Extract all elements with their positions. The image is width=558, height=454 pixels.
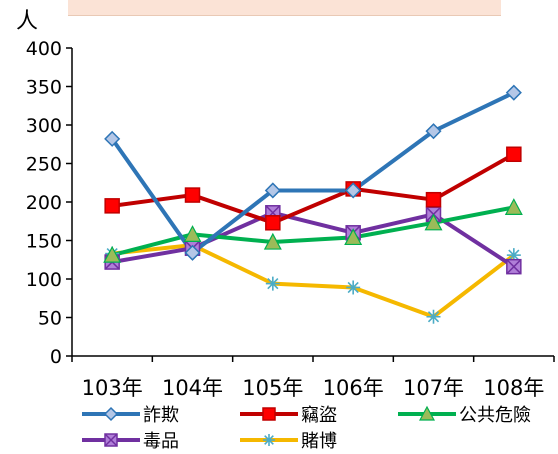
data-point xyxy=(184,244,201,261)
data-point xyxy=(504,198,523,215)
x-tick-label: 103年 xyxy=(82,376,143,400)
data-point xyxy=(104,198,120,214)
data-point xyxy=(506,146,522,163)
chart-title-box xyxy=(68,0,501,16)
legend-marker xyxy=(262,407,276,421)
y-tick-label: 300 xyxy=(26,115,62,137)
legend-marker xyxy=(103,406,119,422)
y-tick-label: 200 xyxy=(26,192,62,214)
x-tick-label: 108年 xyxy=(483,376,544,400)
x-tick-label: 106年 xyxy=(323,376,384,400)
data-point xyxy=(183,225,202,242)
data-point xyxy=(425,123,442,140)
series-line xyxy=(111,152,515,225)
legend-label: 竊盜 xyxy=(301,405,337,426)
x-ticks: 103年 104年 105年 106年 107年 108年 xyxy=(71,356,555,400)
data-point xyxy=(265,276,280,291)
series-markers xyxy=(103,84,523,324)
data-point xyxy=(264,182,281,199)
series-line xyxy=(111,205,515,258)
data-point xyxy=(104,130,121,147)
data-point xyxy=(103,245,122,263)
legend-marker xyxy=(104,433,118,447)
series-line xyxy=(111,210,515,269)
legend-marker xyxy=(418,405,436,421)
y-tick-label: 100 xyxy=(26,269,62,291)
legend-item: 毒品 xyxy=(82,431,179,452)
y-axis-unit-label: 人 xyxy=(16,9,38,34)
series-line xyxy=(111,243,516,319)
data-point xyxy=(265,215,281,231)
y-tick-label: 50 xyxy=(38,308,62,330)
y-tick-label: 0 xyxy=(50,346,62,368)
legend-label: 詐欺 xyxy=(143,405,179,426)
legend-item: 公共危險 xyxy=(398,405,531,426)
y-tick-label: 150 xyxy=(26,231,62,253)
legend-label: 賭博 xyxy=(301,431,337,452)
legend-item: 竊盜 xyxy=(240,405,337,426)
data-point xyxy=(505,84,522,101)
y-ticks: 0 50 100 150 200 250 300 350 400 xyxy=(26,38,72,368)
data-point xyxy=(346,280,361,295)
legend-label: 毒品 xyxy=(143,431,179,452)
data-point xyxy=(426,309,441,324)
legend-marker xyxy=(263,434,275,446)
data-point xyxy=(184,187,201,203)
data-point xyxy=(344,228,363,246)
series-line xyxy=(110,90,515,255)
y-tick-label: 350 xyxy=(26,77,62,99)
y-tick-label: 400 xyxy=(26,38,62,60)
x-tick-label: 107年 xyxy=(403,376,464,400)
axes: 人 xyxy=(16,9,554,357)
legend-label: 公共危險 xyxy=(459,405,531,426)
data-point xyxy=(506,258,522,275)
y-tick-label: 250 xyxy=(26,154,62,176)
legend-item: 賭博 xyxy=(240,431,337,452)
series-lines xyxy=(110,90,516,319)
data-point xyxy=(263,232,282,250)
data-point xyxy=(425,191,442,208)
legend-item: 詐欺 xyxy=(82,405,179,426)
x-tick-label: 104年 xyxy=(162,376,223,400)
data-point xyxy=(424,213,443,231)
data-point xyxy=(345,182,362,199)
x-tick-label: 105年 xyxy=(242,376,303,400)
